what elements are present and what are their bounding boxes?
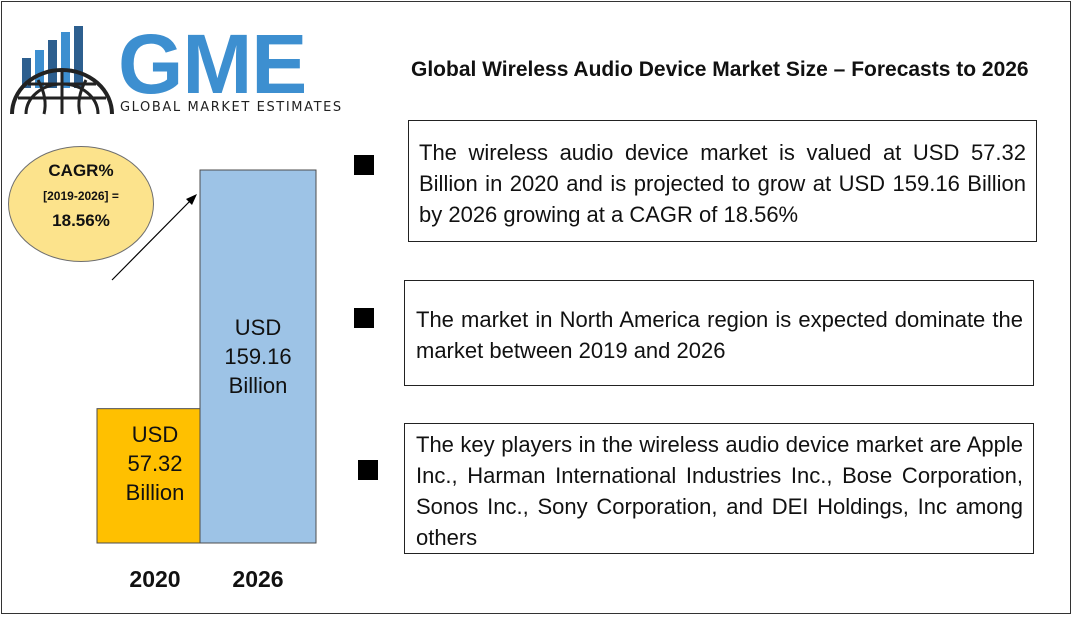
- point-box-2: The market in North America region is ex…: [404, 280, 1034, 386]
- x-tick-label: 2026: [232, 566, 283, 592]
- logo-wordmark: GME: [118, 17, 307, 111]
- trend-arrow-head: [186, 194, 197, 205]
- page-title: Global Wireless Audio Device Market Size…: [411, 58, 1029, 81]
- x-tick-label: 2020: [129, 566, 180, 592]
- bullet-icon: [354, 155, 374, 175]
- bullet-icon: [354, 308, 374, 328]
- point-box-1: The wireless audio device market is valu…: [408, 120, 1037, 242]
- logo-subtitle: GLOBAL MARKET ESTIMATES: [120, 100, 343, 115]
- point-text-1: The wireless audio device market is valu…: [419, 140, 1026, 227]
- cagr-value: 18.56%: [52, 211, 110, 230]
- bar-data-label: Billion: [126, 480, 185, 505]
- bar-data-label: USD: [132, 422, 178, 447]
- bar-data-label: 57.32: [127, 451, 182, 476]
- point-text-2: The market in North America region is ex…: [416, 307, 1023, 363]
- bar-2020: [96, 408, 214, 544]
- bar-data-label: 159.16: [224, 344, 291, 369]
- bar-2026: [199, 169, 317, 544]
- gme-logo: GME GLOBAL MARKET ESTIMATES: [8, 18, 360, 118]
- point-box-3: The key players in the wireless audio de…: [404, 423, 1034, 554]
- bullet-icon: [358, 460, 378, 480]
- bar-data-label: Billion: [229, 373, 288, 398]
- point-text-3: The key players in the wireless audio de…: [416, 432, 1023, 550]
- cagr-label: CAGR%: [48, 161, 114, 180]
- cagr-badge: CAGR% [2019-2026] = 18.56%: [8, 146, 154, 262]
- bar-chart: USD 57.32 Billion 2020 USD 159.16 Billion 2026: [96, 169, 317, 592]
- trend-arrow-line: [111, 199, 192, 281]
- globe-chart-icon: [10, 26, 114, 115]
- cagr-period: [2019-2026] =: [43, 189, 119, 203]
- bar-data-label: USD: [235, 315, 281, 340]
